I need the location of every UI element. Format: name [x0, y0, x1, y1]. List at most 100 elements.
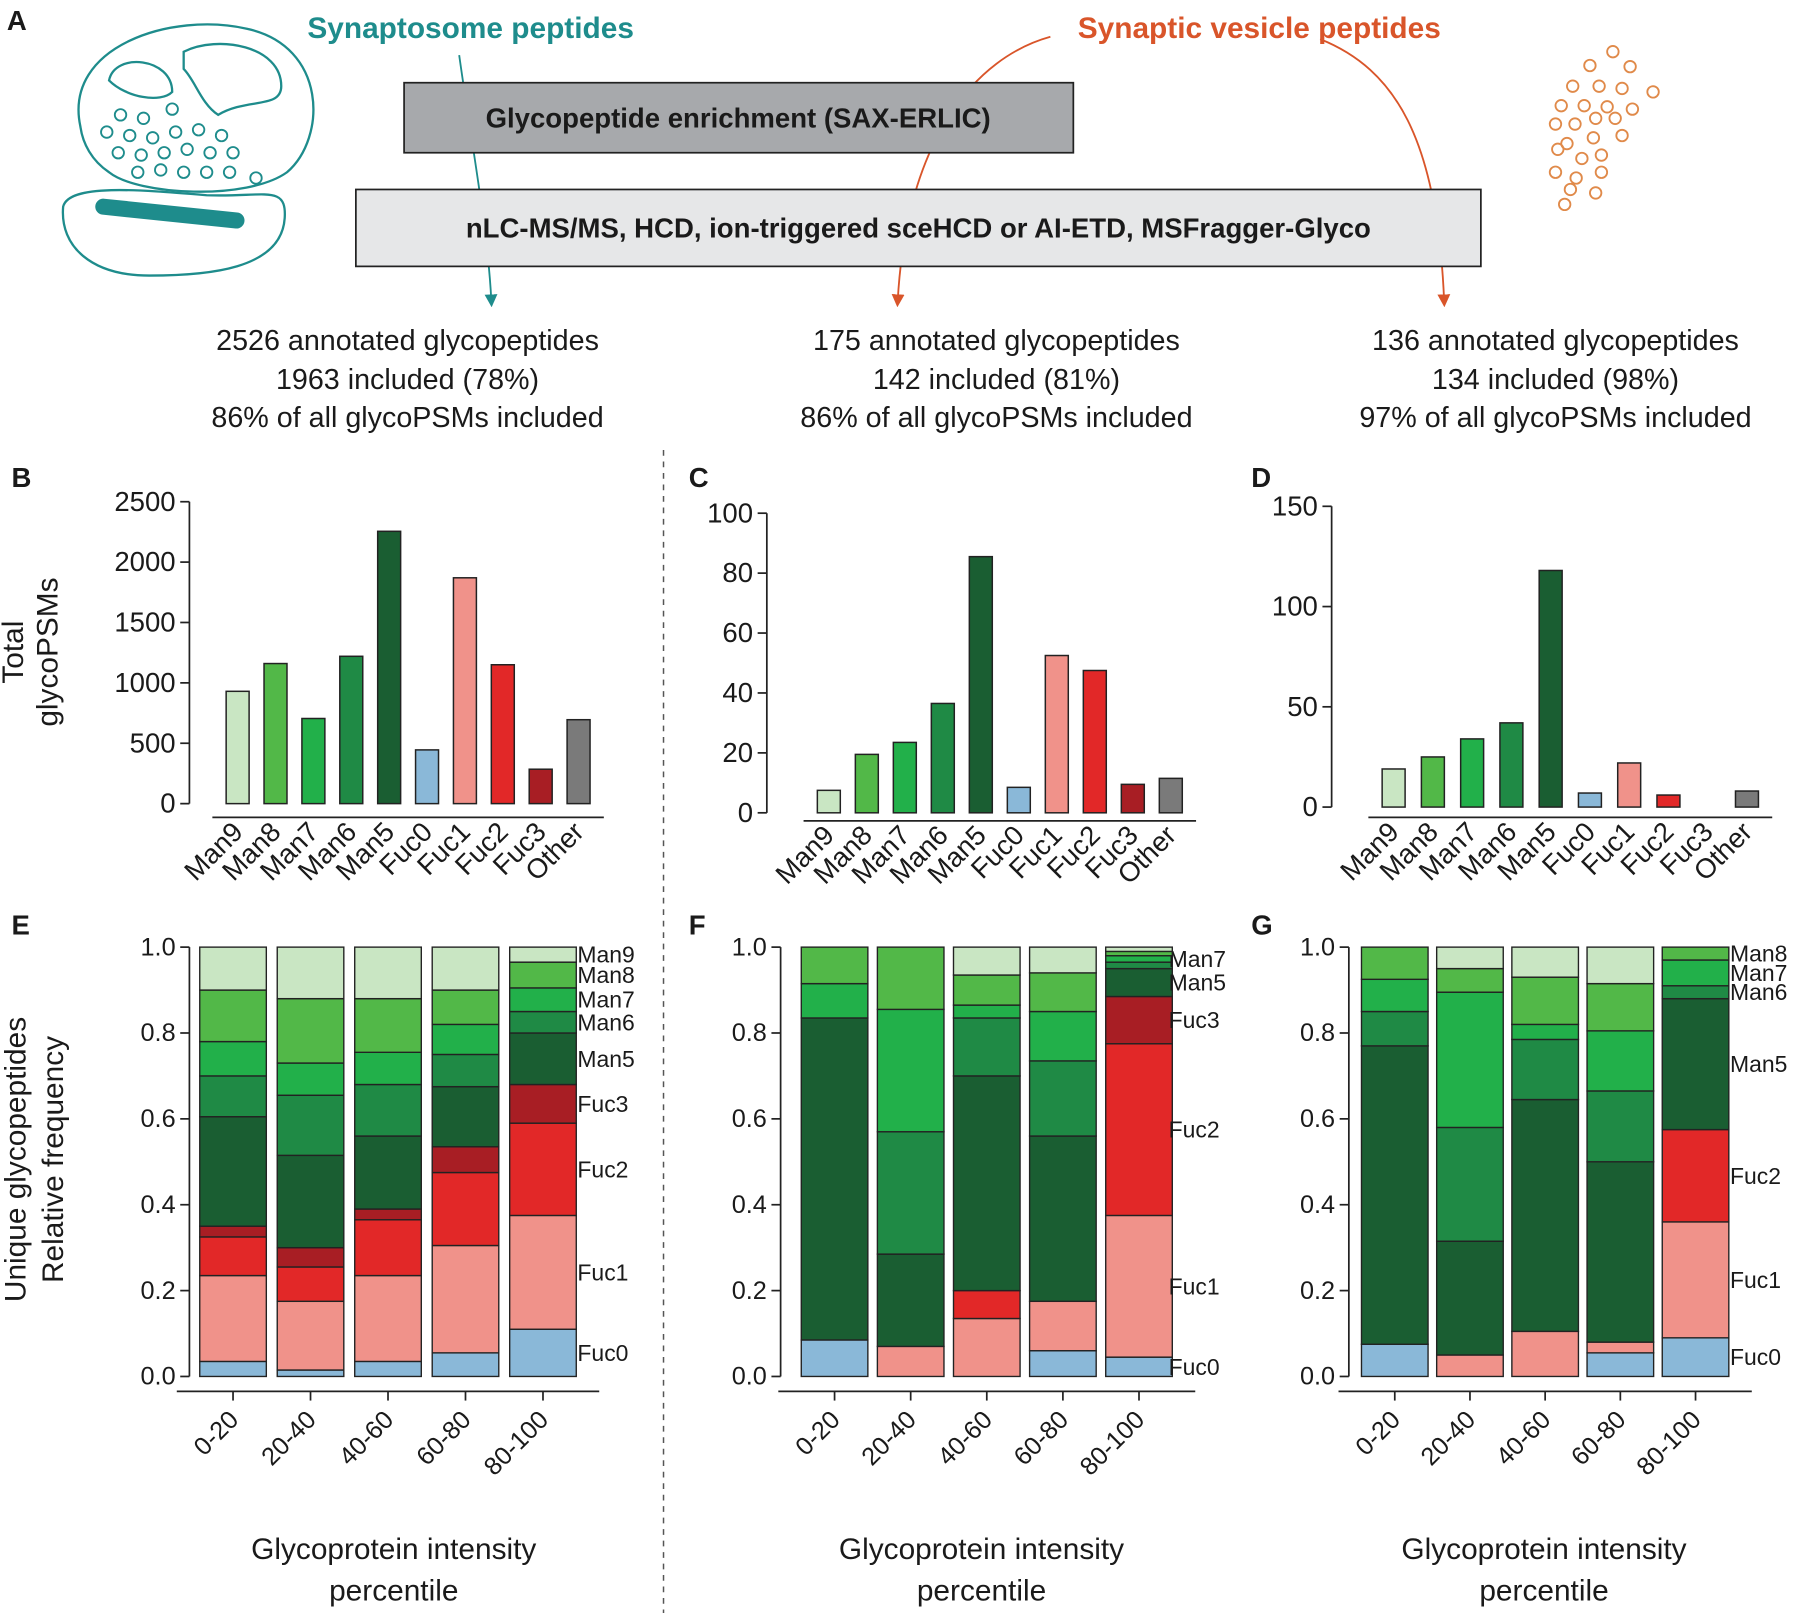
- bar: [1734, 790, 1760, 808]
- y-tick-label: 20: [722, 737, 753, 768]
- bar-segment: [1105, 1043, 1173, 1217]
- bar-segment: [276, 946, 345, 1000]
- x-tick-label: 0-20: [1350, 1406, 1406, 1462]
- y-tick-label: 40: [722, 677, 753, 708]
- bar-segment: [1105, 1214, 1173, 1358]
- bar-segment: [1586, 1090, 1655, 1163]
- bar-segment: [354, 997, 422, 1054]
- panel-a: A Synaptosome peptides Synaptic vesicle …: [7, 5, 1752, 434]
- y-tick-label: 60: [722, 617, 753, 648]
- bar-segment: [952, 946, 1021, 976]
- panel-letter: E: [11, 909, 29, 940]
- bar-segment: [199, 1225, 268, 1238]
- bar-segment: [1360, 1010, 1429, 1047]
- y-tick-label: 1500: [114, 607, 175, 638]
- series-label: Man7: [1730, 960, 1787, 986]
- step-box: [403, 81, 1075, 154]
- bar-segment: [276, 1266, 345, 1303]
- x-tick-label: 60-80: [411, 1406, 476, 1471]
- bar-segment: [509, 1032, 577, 1086]
- x-axis-label: Glycoprotein intensity: [839, 1533, 1124, 1566]
- bar-segment: [1661, 959, 1730, 987]
- series-label: Fuc2: [1169, 1117, 1220, 1143]
- panel-letter: B: [11, 462, 31, 493]
- series-label: Man9: [577, 942, 634, 968]
- bar-segment: [1028, 1010, 1097, 1062]
- x-tick-label: 20-40: [1416, 1406, 1481, 1471]
- bar-segment: [1028, 1350, 1097, 1378]
- bar: [1420, 756, 1446, 808]
- bar-segment: [431, 1146, 500, 1174]
- x-tick-label: 40-60: [334, 1406, 399, 1471]
- bar-segment: [1661, 997, 1730, 1131]
- bar-segment: [1435, 1354, 1504, 1378]
- chart: B05001000150020002500Man9Man8Man7Man6Man…: [0, 462, 604, 886]
- bar: [1577, 792, 1603, 808]
- y-tick-label: 1000: [114, 667, 175, 698]
- bar: [528, 768, 553, 805]
- bar-segment: [509, 1214, 577, 1330]
- x-axis-label: percentile: [1479, 1574, 1608, 1607]
- x-tick-label: 20-40: [256, 1406, 321, 1471]
- bar-segment: [876, 1253, 945, 1348]
- bar-segment: [1586, 1161, 1655, 1343]
- bar-segment: [509, 961, 577, 989]
- bar-segment: [431, 1023, 500, 1056]
- chart: D050100150Man9Man8Man7Man6Man5Fuc0Fuc1Fu…: [1251, 462, 1773, 886]
- organelle: [182, 42, 283, 117]
- bar-segment: [509, 1328, 577, 1378]
- series-label: Man6: [1730, 979, 1787, 1005]
- bar-segment: [1661, 985, 1730, 1000]
- result-line: 142 included (81%): [873, 364, 1120, 396]
- bar-segment: [431, 1352, 500, 1378]
- bar-segment: [1105, 967, 1173, 998]
- bar-segment: [431, 1085, 500, 1148]
- bar: [1158, 777, 1184, 814]
- bar-segment: [800, 1017, 869, 1341]
- bar: [414, 749, 440, 805]
- bar-segment: [354, 1360, 422, 1378]
- bar-segment: [509, 946, 577, 963]
- result-line: 86% of all glycoPSMs included: [800, 402, 1192, 434]
- bar-segment: [1360, 978, 1429, 1013]
- x-tick-label: 0-20: [189, 1406, 245, 1462]
- y-axis-label: Relative frequency: [37, 1036, 70, 1283]
- series-label: Fuc1: [1169, 1273, 1220, 1299]
- series-label: Man6: [577, 1009, 634, 1035]
- y-tick-label: 80: [722, 557, 753, 588]
- bar-segment: [1511, 946, 1580, 978]
- bar-segment: [1511, 1038, 1580, 1101]
- bar-segment: [1105, 946, 1173, 953]
- panel-letter: C: [689, 462, 709, 493]
- y-axis-label: glycoPSMs: [31, 578, 64, 727]
- series-label: Fuc3: [1169, 1007, 1220, 1033]
- bar-segment: [199, 989, 268, 1043]
- bar: [1459, 738, 1485, 808]
- bar-segment: [1661, 946, 1730, 961]
- bar-segment: [1360, 1045, 1429, 1345]
- bar-segment: [1661, 1221, 1730, 1339]
- bar: [1006, 786, 1032, 814]
- bar-segment: [199, 1236, 268, 1277]
- bar-segment: [1105, 961, 1173, 970]
- y-tick-label: 100: [1272, 591, 1318, 622]
- result-line: 1963 included (78%): [276, 364, 539, 396]
- y-tick-label: 0: [738, 797, 753, 828]
- y-tick-label: 0.0: [1300, 1363, 1335, 1391]
- bar-segment: [276, 1062, 345, 1096]
- step-label: Glycopeptide enrichment (SAX-ERLIC): [486, 102, 991, 133]
- panel-letter: F: [689, 909, 706, 940]
- series-label: Man7: [577, 987, 634, 1013]
- bar: [1082, 669, 1108, 814]
- bar: [225, 690, 250, 805]
- bar-segment: [876, 1131, 945, 1255]
- bar-segment: [276, 1369, 345, 1378]
- results: 2526 annotated glycopeptides 1963 includ…: [211, 325, 1751, 434]
- bar-segment: [876, 1008, 945, 1133]
- y-tick-label: 0.4: [732, 1191, 767, 1219]
- bar-segment: [509, 987, 577, 1013]
- bar-segment: [354, 1208, 422, 1221]
- bar-segment: [1435, 946, 1504, 970]
- bar-segment: [876, 1345, 945, 1378]
- result-line: 175 annotated glycopeptides: [813, 325, 1180, 357]
